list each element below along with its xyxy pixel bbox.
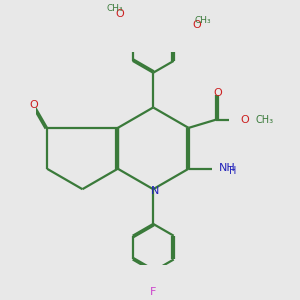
Text: O: O	[29, 100, 38, 110]
Text: O: O	[240, 115, 249, 125]
Text: CH₃: CH₃	[255, 115, 274, 125]
Text: O: O	[192, 20, 201, 30]
Text: F: F	[150, 287, 156, 297]
Text: O: O	[213, 88, 222, 98]
Text: CH₃: CH₃	[195, 16, 211, 25]
Text: O: O	[116, 9, 124, 19]
Text: N: N	[151, 186, 159, 196]
Text: NH: NH	[219, 163, 236, 173]
Text: CH₃: CH₃	[106, 4, 123, 13]
Text: H: H	[229, 166, 236, 176]
